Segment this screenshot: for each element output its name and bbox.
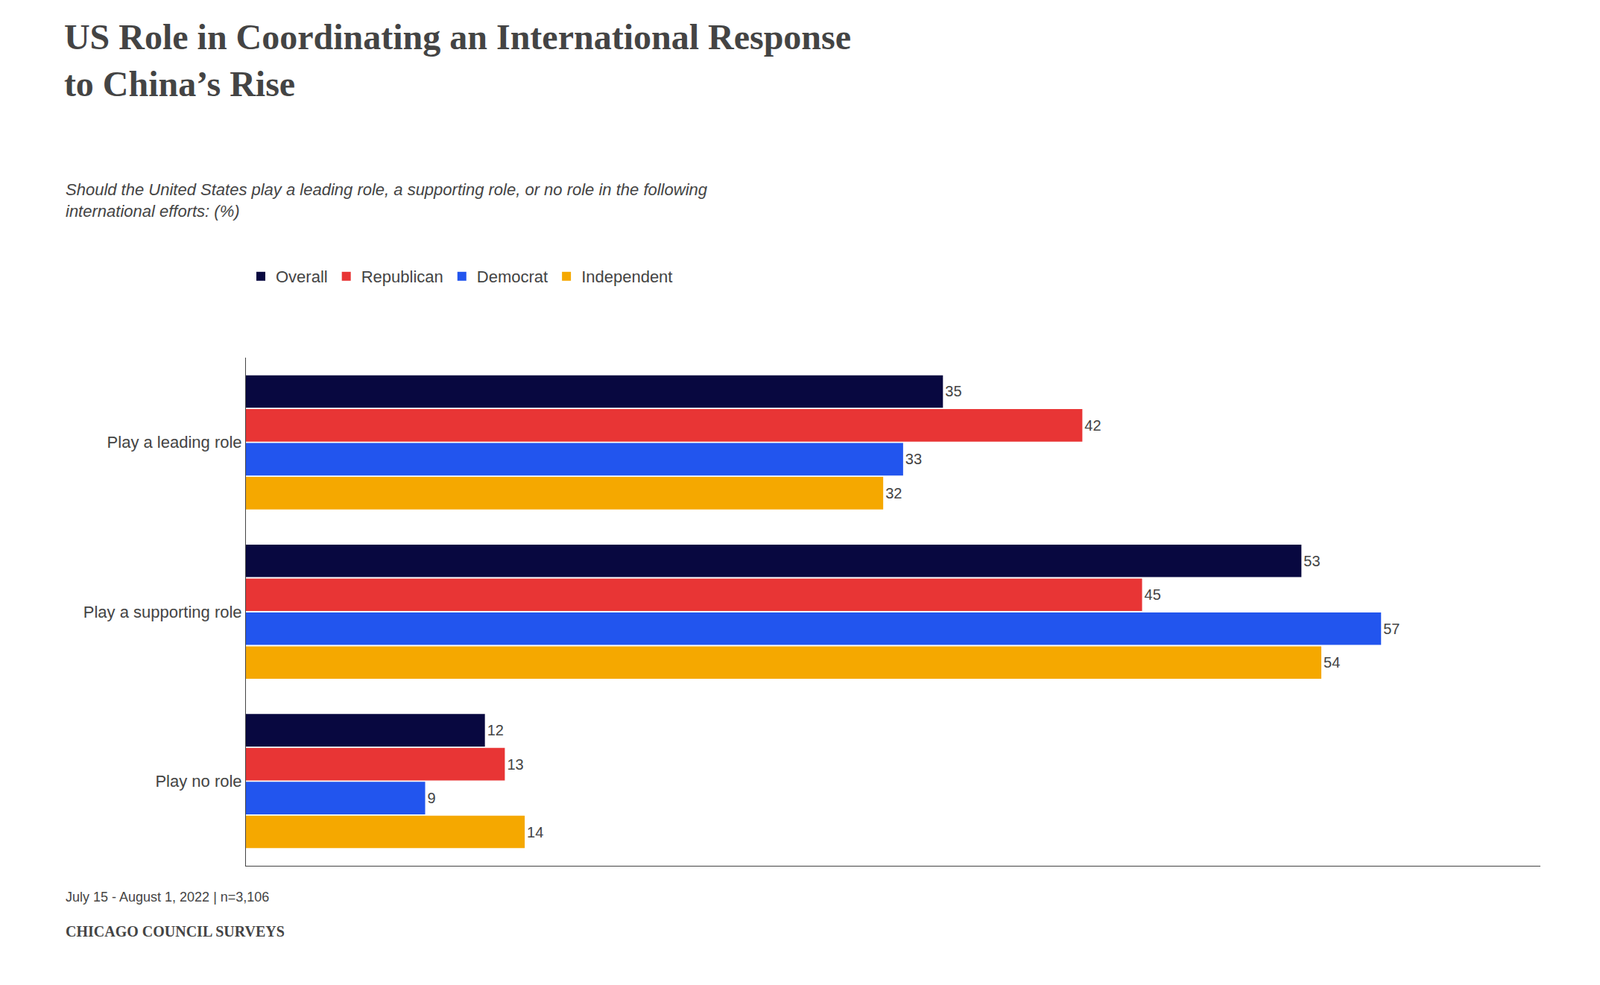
svg-text:Should the United States play: Should the United States play a leading … xyxy=(65,180,708,221)
svg-text:Independent: Independent xyxy=(581,267,673,287)
svg-text:12: 12 xyxy=(487,722,504,739)
svg-text:US Role in Coordinating an Int: US Role in Coordinating an International… xyxy=(64,17,852,103)
svg-text:9: 9 xyxy=(427,789,436,807)
svg-text:45: 45 xyxy=(1144,586,1162,603)
svg-text:Play a leading role: Play a leading role xyxy=(107,432,243,452)
svg-text:42: 42 xyxy=(1084,417,1101,434)
svg-text:57: 57 xyxy=(1383,620,1400,638)
svg-text:Democrat: Democrat xyxy=(476,267,548,287)
svg-text:Play no role: Play no role xyxy=(155,772,242,791)
svg-text:Play a supporting role: Play a supporting role xyxy=(83,602,243,622)
svg-text:13: 13 xyxy=(506,756,524,773)
svg-text:CHICAGO COUNCIL SURVEYS: CHICAGO COUNCIL SURVEYS xyxy=(65,923,285,940)
svg-text:33: 33 xyxy=(905,450,922,468)
svg-text:Republican: Republican xyxy=(361,267,444,287)
svg-text:Overall: Overall xyxy=(275,267,328,287)
svg-text:53: 53 xyxy=(1303,552,1320,570)
svg-text:July 15 - August 1, 2022 | n=3: July 15 - August 1, 2022 | n=3,106 xyxy=(65,889,270,905)
svg-text:35: 35 xyxy=(944,383,962,400)
svg-text:14: 14 xyxy=(526,824,544,841)
svg-text:32: 32 xyxy=(885,485,902,502)
svg-text:54: 54 xyxy=(1323,654,1340,671)
